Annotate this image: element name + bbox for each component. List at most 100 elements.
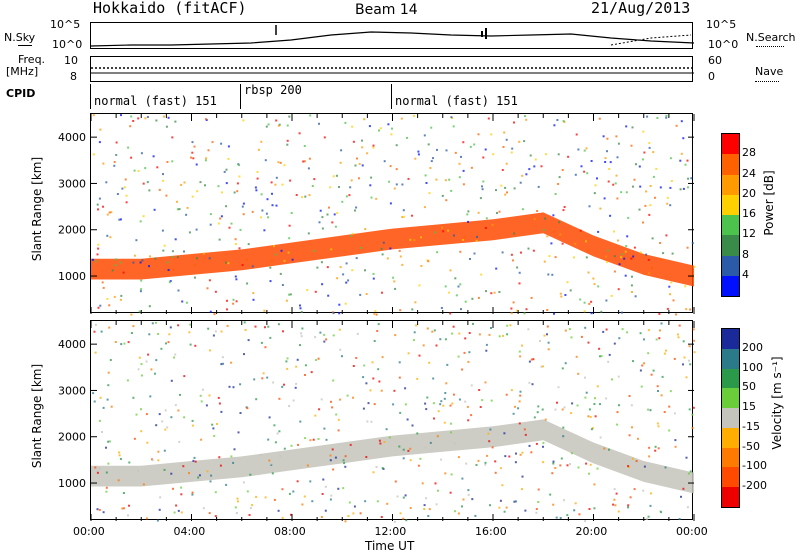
- time-axis-label: Time UT: [365, 539, 415, 553]
- echo-cell: [130, 313, 133, 316]
- echo-cell: [280, 249, 283, 252]
- echo-cell: [531, 383, 534, 386]
- echo-cell: [436, 148, 438, 151]
- echo-cell: [656, 422, 659, 425]
- echo-cell: [675, 124, 678, 127]
- echo-cell: [409, 507, 412, 509]
- echo-cell: [536, 411, 539, 414]
- echo-cell: [339, 266, 342, 269]
- echo-cell: [97, 306, 100, 309]
- echo-cell: [454, 277, 457, 280]
- echo-cell: [640, 385, 643, 388]
- echo-cell: [142, 215, 145, 218]
- echo-cell: [264, 159, 267, 162]
- x-tick-label: 20:00: [575, 525, 608, 538]
- echo-cell: [594, 397, 596, 400]
- echo-cell: [185, 301, 188, 304]
- echo-cell: [217, 185, 220, 188]
- echo-cell: [530, 296, 533, 299]
- echo-cell: [620, 256, 623, 259]
- echo-cell: [142, 483, 145, 486]
- echo-cell: [467, 493, 470, 496]
- echo-cell: [467, 220, 470, 223]
- echo-cell: [299, 304, 301, 307]
- echo-cell: [317, 357, 320, 360]
- echo-cell: [464, 337, 467, 340]
- echo-cell: [299, 420, 302, 423]
- echo-cell: [251, 210, 254, 213]
- echo-cell: [313, 178, 316, 181]
- echo-cell: [648, 446, 651, 449]
- echo-cell: [166, 261, 169, 264]
- echo-cell: [351, 232, 354, 235]
- echo-cell: [444, 472, 447, 475]
- echo-cell: [605, 328, 608, 331]
- echo-cell: [585, 147, 588, 150]
- colorbar-tick-label: 100: [742, 360, 763, 374]
- echo-cell: [228, 226, 231, 229]
- echo-cell: [546, 235, 549, 238]
- echo-cell: [160, 347, 163, 350]
- echo-cell: [181, 300, 184, 303]
- echo-cell: [631, 426, 633, 429]
- echo-cell: [191, 419, 194, 422]
- echo-cell: [191, 151, 194, 154]
- echo-cell: [424, 402, 427, 405]
- echo-cell: [281, 183, 284, 186]
- echo-cell: [626, 331, 629, 334]
- echo-cell: [609, 161, 612, 164]
- echo-cell: [339, 161, 342, 164]
- echo-cell: [464, 300, 467, 303]
- echo-cell: [348, 194, 351, 197]
- echo-cell: [525, 173, 528, 176]
- echo-cell: [457, 355, 460, 358]
- echo-cell: [325, 338, 328, 341]
- echo-cell: [566, 514, 569, 517]
- echo-cell: [432, 402, 435, 405]
- echo-cell: [255, 495, 258, 498]
- echo-cell: [547, 348, 550, 351]
- echo-cell: [417, 150, 420, 153]
- echo-cell: [688, 345, 691, 348]
- echo-cell: [320, 398, 323, 401]
- echo-cell: [593, 403, 596, 405]
- colorbar-swatch: [722, 275, 739, 296]
- echo-cell: [566, 464, 569, 467]
- echo-cell: [599, 355, 601, 358]
- echo-cell: [632, 185, 634, 188]
- echo-cell: [158, 188, 161, 191]
- echo-cell: [608, 353, 611, 356]
- echo-cell: [205, 404, 208, 407]
- echo-cell: [606, 137, 609, 140]
- echo-cell: [109, 236, 112, 239]
- colorbar-swatch: [722, 348, 739, 369]
- echo-cell: [171, 250, 174, 253]
- echo-cell: [92, 153, 95, 156]
- echo-cell: [255, 398, 258, 401]
- echo-cell: [682, 187, 685, 190]
- echo-cell: [459, 283, 462, 286]
- echo-cell: [690, 177, 693, 180]
- echo-cell: [454, 510, 457, 513]
- echo-cell: [643, 338, 645, 341]
- echo-cell: [204, 184, 206, 187]
- echo-cell: [391, 127, 393, 130]
- echo-cell: [505, 138, 508, 141]
- echo-cell: [218, 456, 221, 459]
- echo-cell: [675, 313, 678, 316]
- echo-cell: [579, 298, 582, 301]
- echo-cell: [583, 149, 586, 152]
- echo-cell: [321, 216, 324, 219]
- echo-cell: [139, 220, 142, 223]
- echo-cell: [372, 272, 375, 275]
- echo-cell: [556, 119, 559, 121]
- echo-cell: [692, 406, 695, 409]
- echo-cell: [618, 263, 621, 266]
- echo-cell: [597, 285, 600, 288]
- echo-cell: [617, 375, 620, 378]
- echo-cell: [638, 208, 641, 211]
- echo-cell: [642, 221, 644, 224]
- echo-cell: [615, 174, 618, 177]
- echo-cell: [355, 206, 358, 209]
- colorbar-tick-label: 12: [742, 227, 756, 241]
